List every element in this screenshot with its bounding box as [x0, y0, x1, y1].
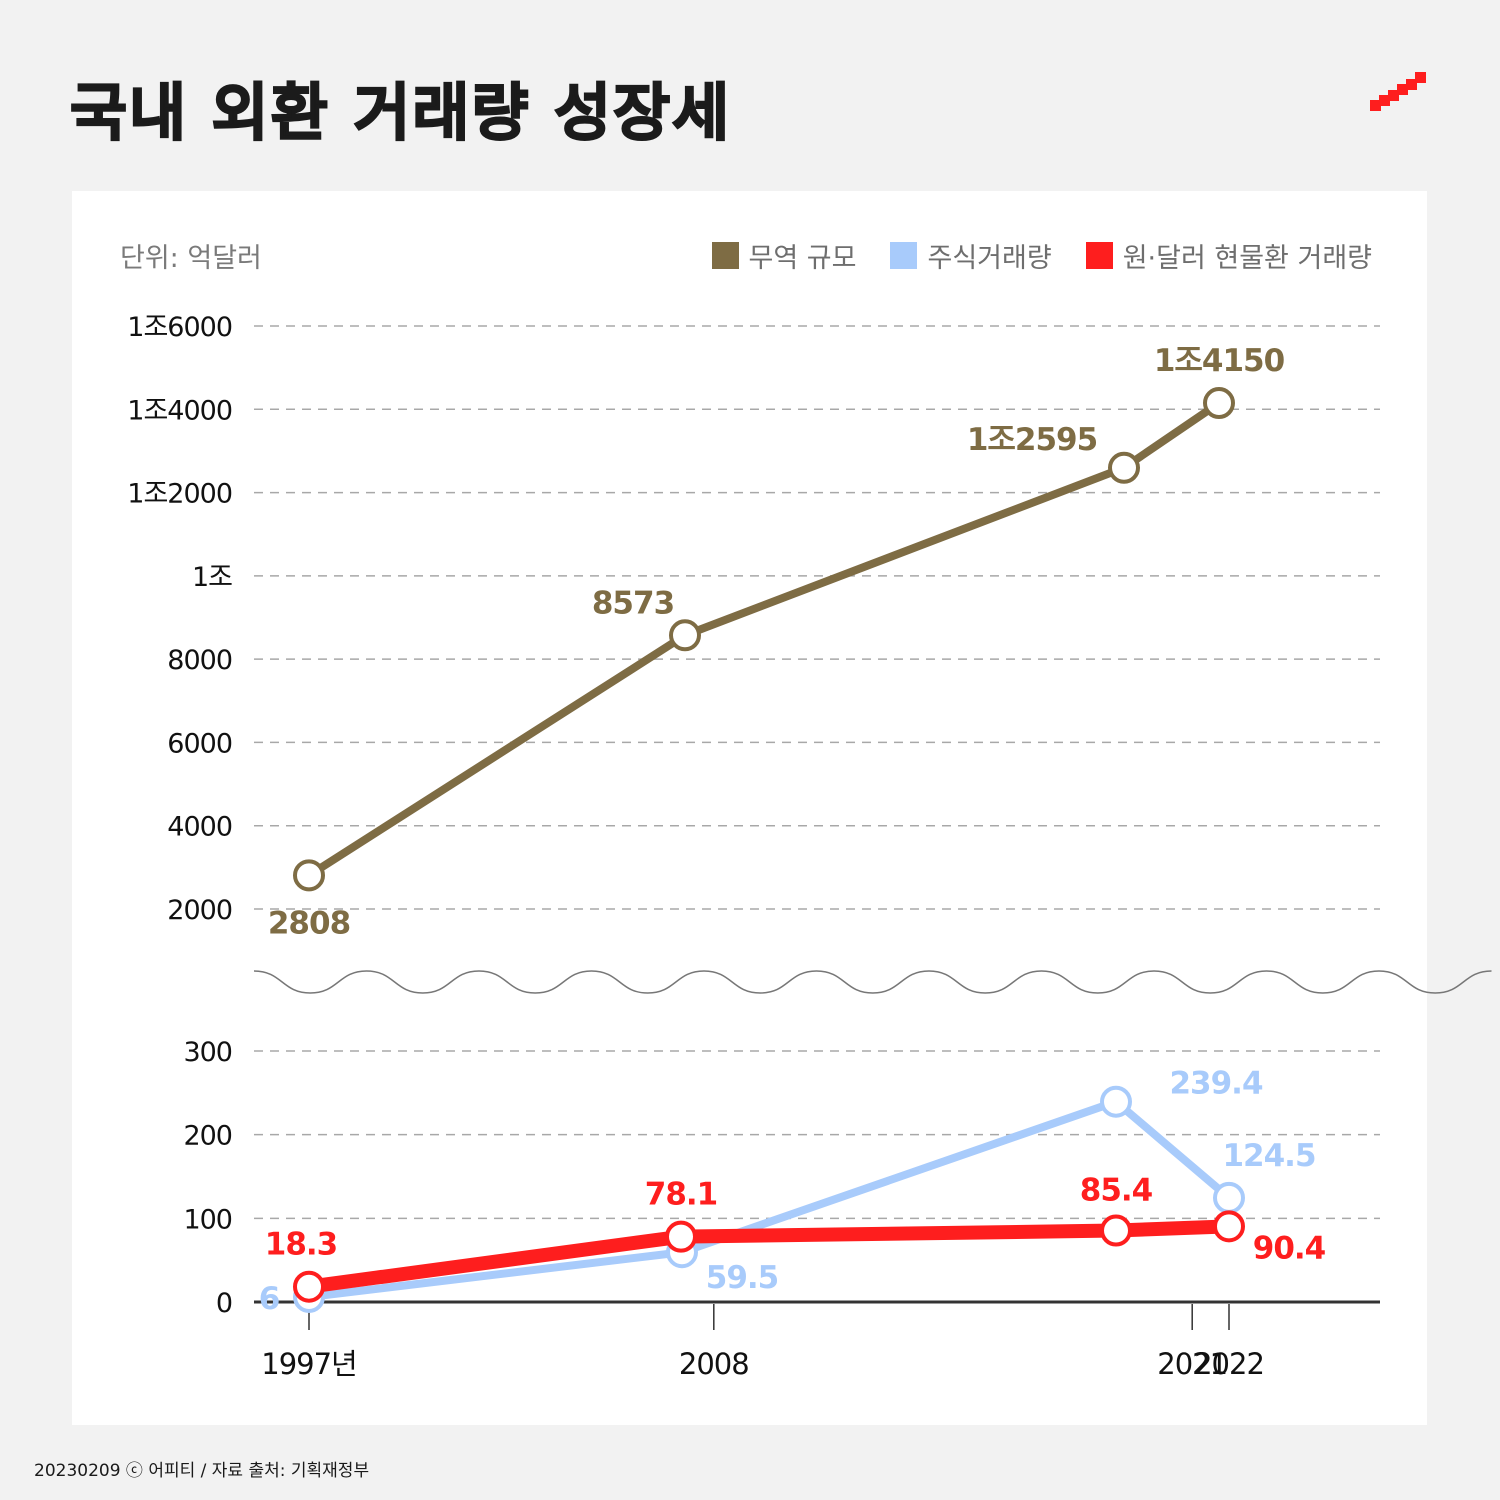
legend-item-trade: 무역 규모 — [711, 236, 857, 275]
data-point — [1100, 1085, 1132, 1118]
x-tick-label: 2008 — [679, 1347, 749, 1381]
data-label: 239.4 — [1169, 1066, 1262, 1102]
data-label: 1조4150 — [1154, 343, 1285, 379]
data-point — [1108, 451, 1140, 484]
y-tick-label: 200 — [183, 1121, 232, 1152]
unit-label: 단위: 억달러 — [120, 243, 262, 274]
legend-label: 원·달러 현물환 거래량 — [1122, 243, 1372, 274]
axis-break-wave — [253, 970, 1492, 994]
legend-label: 무역 규모 — [748, 243, 857, 274]
data-point — [1203, 387, 1235, 420]
y-tick-label: 4000 — [167, 812, 232, 843]
data-point — [293, 1270, 325, 1303]
data-point — [293, 859, 325, 892]
data-label: 2808 — [268, 905, 350, 941]
legend-item-stock: 주식거래량 — [890, 236, 1052, 275]
chart-legend: 무역 규모 주식거래량 원·달러 현물환 거래량 — [678, 236, 1372, 275]
y-tick-label: 1조 — [192, 562, 232, 593]
data-point — [669, 619, 701, 652]
data-label: 90.4 — [1253, 1230, 1326, 1266]
data-label: 85.4 — [1080, 1173, 1153, 1209]
data-label: 124.5 — [1222, 1138, 1315, 1174]
legend-swatch-fx — [1085, 242, 1113, 269]
y-tick-label: 1조6000 — [127, 312, 232, 343]
data-point — [1213, 1210, 1245, 1243]
page-title: 국내 외환 거래량 성장세 — [69, 75, 732, 150]
x-tick-label: 1997년 — [261, 1347, 356, 1381]
data-label: 78.1 — [645, 1177, 718, 1213]
y-tick-label: 300 — [183, 1037, 232, 1068]
data-point — [1213, 1181, 1245, 1214]
y-tick-label: 100 — [183, 1204, 232, 1235]
legend-label: 주식거래량 — [927, 243, 1052, 274]
series-line — [308, 1097, 1232, 1301]
legend-swatch-trade — [711, 242, 739, 269]
brand-logo-icon — [1370, 72, 1426, 111]
legend-swatch-stock — [890, 242, 918, 269]
y-tick-label: 0 — [216, 1288, 232, 1319]
x-tick-label: 2022 — [1194, 1347, 1264, 1381]
legend-item-fx: 원·달러 현물환 거래량 — [1085, 236, 1372, 275]
series-line — [306, 399, 1222, 879]
data-point — [1100, 1214, 1132, 1247]
footer-source: 20230209 ⓒ 어피티 / 자료 출처: 기획재정부 — [34, 1461, 370, 1481]
y-tick-label: 1조4000 — [127, 395, 232, 426]
y-tick-label: 2000 — [167, 895, 232, 926]
y-tick-label: 8000 — [167, 645, 232, 676]
x-tick-label: 2021 — [1157, 1347, 1227, 1381]
data-label: 18.3 — [265, 1227, 338, 1263]
data-label: 8573 — [592, 585, 674, 621]
data-point — [665, 1220, 697, 1253]
data-label: 6 — [259, 1281, 280, 1317]
data-label: 1조2595 — [967, 422, 1097, 458]
chart-panel — [72, 191, 1427, 1425]
data-label: 59.5 — [706, 1260, 779, 1296]
series-line — [308, 1219, 1230, 1294]
y-tick-label: 1조2000 — [127, 479, 232, 510]
y-tick-label: 6000 — [167, 728, 232, 759]
